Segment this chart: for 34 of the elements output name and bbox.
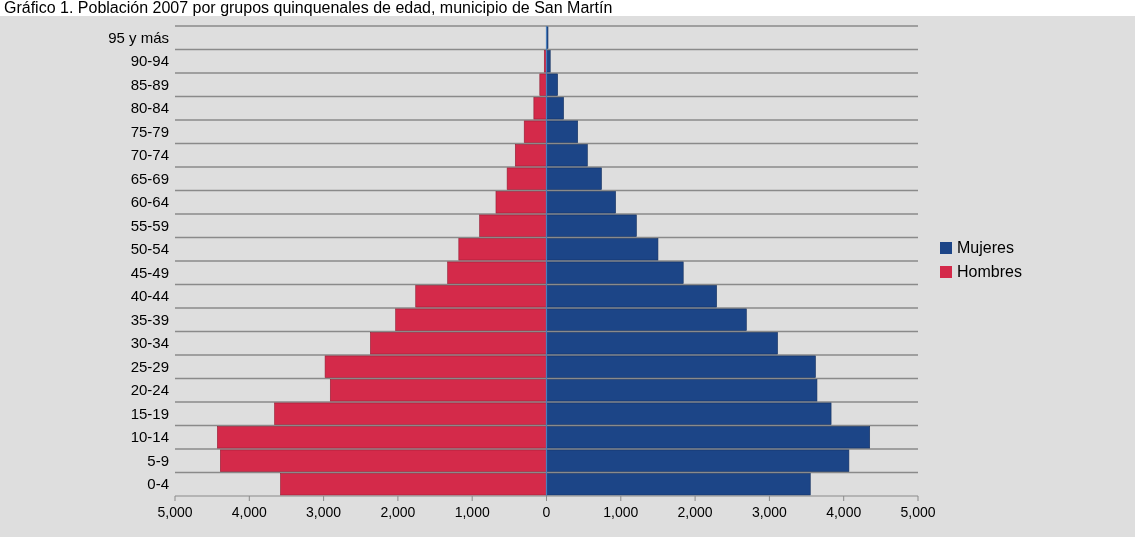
x-tick-label: 0: [542, 504, 551, 520]
x-tick-label: 5,000: [900, 504, 936, 520]
y-tick-label: 20-24: [130, 381, 169, 399]
y-tick-label: 50-54: [130, 240, 169, 258]
x-tick-label: 2,000: [380, 504, 416, 520]
y-tick-label: 75-79: [130, 122, 169, 140]
x-tick-label: 3,000: [751, 504, 788, 520]
y-tick-label: 65-69: [130, 169, 169, 187]
y-tick-label: 60-64: [130, 193, 169, 211]
y-tick-label: 5-9: [147, 451, 169, 469]
y-tick-label: 45-49: [130, 263, 169, 281]
x-tick-label: 1,000: [603, 504, 639, 520]
y-tick-label: 85-89: [130, 75, 169, 93]
y-tick-label: 15-19: [130, 404, 169, 422]
x-tick-label: 1,000: [454, 504, 490, 520]
y-tick-label: 30-34: [130, 334, 169, 352]
legend-label: Mujeres: [957, 239, 1014, 256]
y-tick-label: 80-84: [130, 99, 169, 117]
y-tick-label: 40-44: [130, 287, 169, 305]
y-tick-label: 55-59: [130, 216, 169, 234]
x-tick-label: 2,000: [677, 504, 713, 520]
y-tick-label: 10-14: [130, 428, 169, 446]
x-tick-label: 4,000: [231, 504, 268, 520]
x-tick-label: 3,000: [306, 504, 342, 520]
legend-label: Hombres: [957, 263, 1022, 280]
chart-title: Gráfico 1. Población 2007 por grupos quinquenales de edad, municipio de San Martín: [4, 0, 613, 16]
y-tick-label: 0-4: [147, 475, 169, 493]
y-tick-label: 90-94: [130, 52, 169, 70]
y-tick-label: 70-74: [130, 146, 169, 164]
y-tick-label: 25-29: [130, 357, 169, 375]
x-tick-label: 5,000: [157, 504, 193, 520]
x-tick-label: 4,000: [826, 504, 862, 520]
y-tick-label: 35-39: [130, 310, 169, 328]
y-tick-label: 95 y más: [108, 28, 169, 46]
